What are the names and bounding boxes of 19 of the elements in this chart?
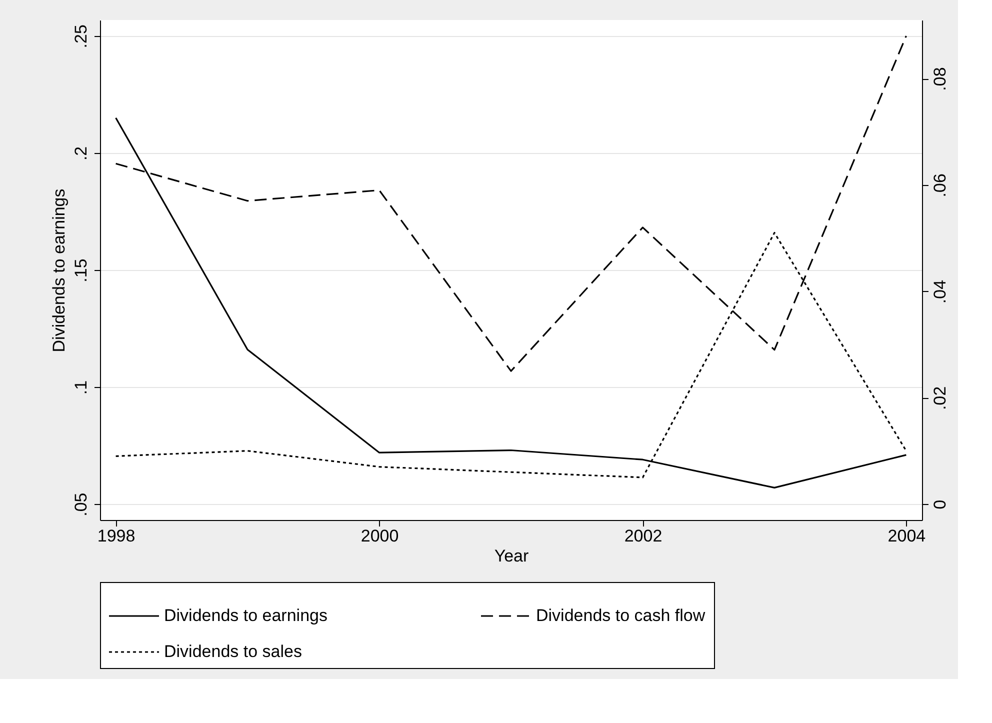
legend-label: Dividends to earnings xyxy=(164,606,328,625)
legend-label: Dividends to cash flow xyxy=(536,606,706,625)
y2-tick-label: .04 xyxy=(930,280,950,304)
y-tick-label: .25 xyxy=(72,24,90,48)
y2-tick-label: .08 xyxy=(930,67,950,91)
x-axis-title: Year xyxy=(494,546,530,566)
x-tick-label: 2000 xyxy=(360,526,399,546)
legend-label: Dividends to sales xyxy=(164,642,302,661)
y2-tick-label: 0 xyxy=(930,500,950,510)
y-tick-label: .15 xyxy=(72,258,90,282)
y-tick-label: .1 xyxy=(72,380,90,395)
y2-tick-label: .06 xyxy=(930,174,950,198)
x-tick-label: 1998 xyxy=(97,526,136,546)
y-tick-label: .05 xyxy=(72,492,90,516)
y-axis-title: Dividends to earnings xyxy=(50,188,68,352)
x-tick-label: 2004 xyxy=(888,526,926,546)
y2-tick-label: .02 xyxy=(930,386,950,410)
x-tick-label: 2002 xyxy=(624,526,662,546)
y-tick-label: .2 xyxy=(72,146,90,161)
